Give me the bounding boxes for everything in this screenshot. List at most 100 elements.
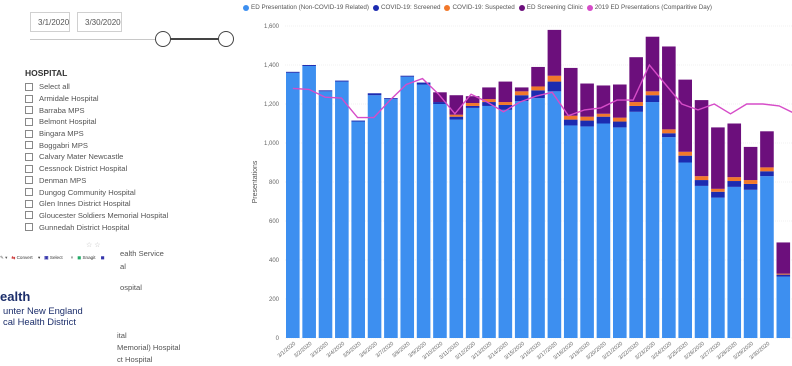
date-range-slider-start-handle[interactable] <box>155 31 171 47</box>
bar-segment <box>449 119 464 338</box>
legend-label: COVID-19: Suspected <box>452 4 515 11</box>
start-date-input[interactable]: 3/1/2020 <box>30 12 70 32</box>
hospital-filter-item[interactable]: Glen Innes District Hospital <box>25 198 168 210</box>
legend-marker <box>372 4 379 11</box>
bar-segment <box>498 102 513 105</box>
legend-marker <box>243 4 249 11</box>
hospital-label: Glen Innes District Hospital <box>39 199 131 209</box>
bar-segment <box>596 116 611 124</box>
legend-item[interactable]: COVID-19: Screened <box>372 4 441 11</box>
hospital-checkbox[interactable] <box>25 164 33 173</box>
hospital-filter-item[interactable]: Boggabri MPS <box>25 139 168 151</box>
bar-segment <box>351 121 365 338</box>
hospital-checkbox[interactable] <box>25 188 33 197</box>
y-tick-label: 200 <box>269 297 280 303</box>
hospital-label: Gloucester Soldiers Memorial Hospital <box>39 210 169 220</box>
hospital-checkbox[interactable] <box>25 129 33 138</box>
overlay-fragment-2: ospital <box>120 283 142 292</box>
bar-segment <box>694 100 709 177</box>
bar-segment <box>760 167 774 172</box>
legend-marker <box>444 4 451 11</box>
bar-segment <box>645 102 660 338</box>
toolbar-close-icon[interactable]: × <box>70 255 74 260</box>
hospital-checkbox[interactable] <box>25 106 33 115</box>
hospital-checkbox[interactable] <box>25 94 33 103</box>
hospital-filter-item[interactable]: Dungog Community Hospital <box>25 186 168 198</box>
bar-segment <box>335 81 349 338</box>
hospital-checkbox[interactable] <box>25 141 33 150</box>
bar-segment <box>400 76 415 338</box>
legend-item[interactable]: ED Presentation (Non-COVID-19 Related) <box>243 4 369 11</box>
bar-segment <box>302 65 316 338</box>
lhd-name-line1: unter New England <box>3 305 83 316</box>
bar-segment <box>465 107 480 339</box>
bar-segment <box>514 87 529 92</box>
hospital-label: Select all <box>39 82 70 92</box>
overlay-toolbar: ✎ ▾ ⇆ Convert ▾ ▣ Select × ◼ Snagit ◼ <box>0 253 109 262</box>
bar-segment <box>563 119 578 126</box>
bar-segment <box>760 176 774 338</box>
hospital-filter-item[interactable]: Select all <box>25 81 168 93</box>
bar-segment <box>547 29 562 76</box>
hospital-filter-item[interactable]: Armidale Hospital <box>25 93 168 105</box>
overlay-fragment-0: ealth Service <box>120 249 164 258</box>
bar-segment <box>727 181 742 187</box>
hospital-checkbox[interactable] <box>25 82 33 91</box>
legend-item[interactable]: ED Screening Clinic <box>518 4 583 11</box>
toolbar-select[interactable]: ▣ Select <box>44 254 63 260</box>
hospital-label: Boggabri MPS <box>39 140 88 150</box>
bar-segment <box>727 186 742 338</box>
toolbar-convert[interactable]: ⇆ Convert ▾ <box>11 254 41 260</box>
hospital-filter-item[interactable]: Belmont Hospital <box>25 116 168 128</box>
hospital-checkbox[interactable] <box>25 211 33 220</box>
legend-item[interactable]: COVID-19: Suspected <box>444 4 515 11</box>
hospital-filter-item[interactable]: Barraba MPS <box>25 104 168 116</box>
hospital-checkbox[interactable] <box>25 199 33 208</box>
bar-segment <box>400 75 415 77</box>
hospital-filter-item[interactable]: Gloucester Soldiers Memorial Hospital <box>25 210 168 222</box>
hospital-checkbox[interactable] <box>25 223 33 232</box>
bar-segment <box>596 123 611 338</box>
bar-segment <box>662 137 676 338</box>
bar-segment <box>629 57 643 103</box>
hospital-label: Barraba MPS <box>39 105 85 115</box>
end-date-input[interactable]: 3/30/2020 <box>77 12 122 32</box>
hospital-filter-item[interactable]: Cessnock District Hospital <box>25 163 168 175</box>
hospital-checkbox[interactable] <box>25 117 33 126</box>
legend-label: ED Screening Clinic <box>526 4 583 11</box>
legend-item[interactable]: 2019 ED Presentations (Comparitive Day) <box>586 4 713 11</box>
bar-segment <box>465 96 480 104</box>
legend-label: 2019 ED Presentations (Comparitive Day) <box>594 4 713 11</box>
bar-segment <box>531 86 545 91</box>
hospital-filter-list: Select all Armidale Hospital Barraba MPS Be… <box>25 81 168 233</box>
hospital-filter-item[interactable]: Denman MPS <box>25 175 168 187</box>
bar-segment <box>465 105 480 108</box>
hospital-checkbox[interactable] <box>25 176 33 185</box>
bar-segment <box>335 80 349 82</box>
bar-segment <box>580 126 594 338</box>
bar-segment <box>596 85 611 114</box>
hospital-filter-item[interactable]: Bingara MPS <box>25 128 168 140</box>
bar-segment <box>645 95 660 103</box>
hospital-filter-item[interactable]: Calvary Mater Newcastle <box>25 151 168 163</box>
legend-label: ED Presentation (Non-COVID-19 Related) <box>251 4 369 11</box>
bar-segment <box>776 242 791 274</box>
legend-label: COVID-19: Screened <box>380 4 441 11</box>
bar-segment <box>498 81 513 103</box>
hospital-filter-item[interactable]: Gunnedah District Hospital <box>25 221 168 233</box>
bar-segment <box>318 91 333 338</box>
bar-segment <box>302 65 316 66</box>
y-tick-label: 1,400 <box>264 63 280 69</box>
bar-segment <box>367 95 382 338</box>
y-tick-label: 800 <box>269 180 280 186</box>
bar-segment <box>351 120 365 122</box>
bar-segment <box>678 155 692 163</box>
hospital-checkbox[interactable] <box>25 152 33 161</box>
bar-segment <box>662 133 676 138</box>
date-range-slider-end-handle[interactable] <box>218 31 234 47</box>
overlay-fragment-3: ital <box>117 331 127 340</box>
toolbar-snagit[interactable]: ◼ Snagit ◼ <box>77 254 105 260</box>
bar-segment <box>694 185 709 338</box>
bar-segment <box>416 84 431 338</box>
date-range-slider-track[interactable] <box>30 39 228 40</box>
